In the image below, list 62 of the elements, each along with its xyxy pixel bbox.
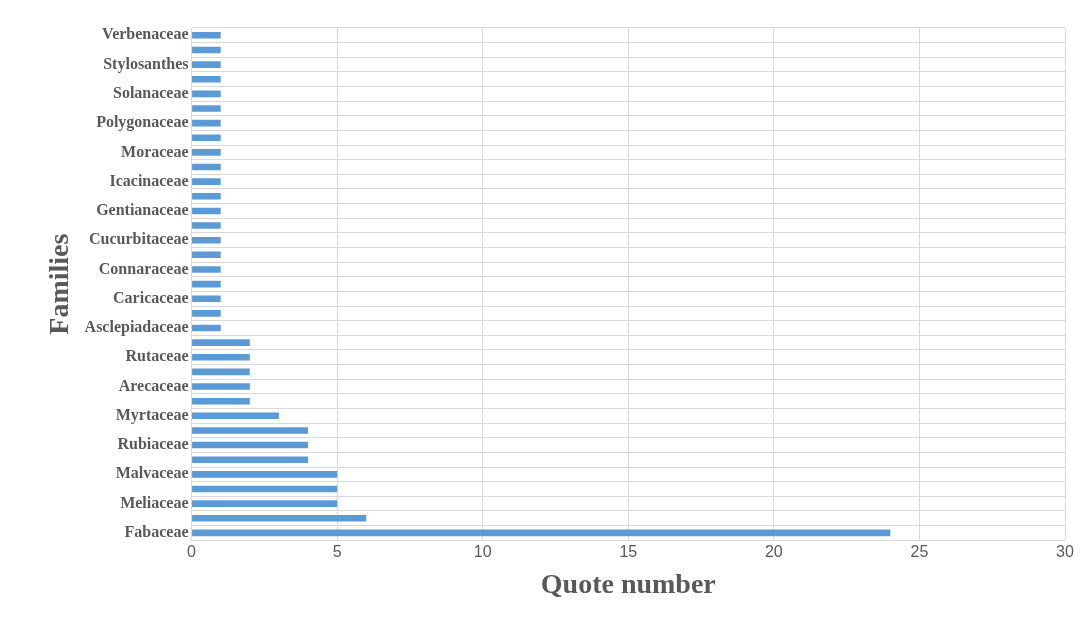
y-tick-label: Connaraceae [98, 259, 189, 277]
bar [192, 324, 221, 332]
bar [192, 529, 891, 537]
bar [192, 368, 250, 376]
bar [192, 46, 221, 54]
y-tick-label: Meliaceae [120, 493, 189, 511]
bar [192, 178, 221, 185]
bar [192, 500, 338, 507]
bar [192, 471, 338, 478]
y-tick-label: Verbenaceae [102, 25, 189, 43]
bar [192, 339, 250, 346]
bar [192, 119, 221, 127]
bar [192, 32, 221, 39]
bar [192, 280, 221, 288]
bar [192, 353, 250, 361]
bar [192, 397, 250, 405]
x-tick-label: 25 [910, 543, 929, 561]
bar [192, 427, 309, 434]
y-tick-label: Stylosanthes [103, 54, 189, 73]
y-axis-title: Families [43, 233, 75, 335]
y-tick-label: Icacinaceae [109, 171, 189, 189]
bar [192, 266, 221, 273]
x-tick-label: 10 [473, 543, 492, 561]
bar [192, 310, 221, 317]
bar [192, 383, 250, 390]
bar [192, 441, 309, 449]
bar [192, 163, 221, 171]
y-tick-label: Rutaceae [125, 347, 189, 365]
x-tick-label: 15 [619, 543, 638, 561]
bar [192, 193, 221, 200]
bar [192, 61, 221, 68]
bar [192, 412, 279, 420]
bar [192, 485, 338, 493]
y-tick-label: Myrtaceae [115, 405, 189, 424]
bar [192, 222, 221, 229]
y-tick-label: Moraceae [121, 142, 189, 160]
bar [192, 514, 367, 522]
y-tick-label: Arecaceae [118, 376, 189, 394]
x-tick-label: 20 [764, 543, 783, 561]
x-axis-title: Quote number [540, 568, 716, 600]
y-tick-label: Caricaceae [113, 288, 189, 306]
y-tick-label: Polygonaceae [96, 113, 189, 132]
y-tick-label: Malvaceae [115, 464, 189, 482]
y-tick-label: Fabaceae [124, 523, 189, 541]
y-tick-label: Gentianaceae [96, 201, 189, 219]
x-tick-label: 30 [1056, 543, 1074, 561]
bar [192, 75, 221, 83]
y-tick-label: Rubiaceae [117, 435, 189, 453]
y-tick-label: Asclepiadaceae [84, 318, 189, 337]
x-tick-label: 5 [332, 543, 342, 561]
bar [192, 236, 221, 244]
y-tick-label: Cucurbitaceae [89, 230, 189, 248]
bar [192, 456, 309, 463]
bar [192, 295, 221, 303]
y-tick-label: Solanaceae [113, 83, 189, 101]
bar [192, 207, 221, 215]
bar [192, 105, 221, 112]
x-tick-label: 0 [187, 543, 197, 561]
bar [192, 251, 221, 259]
bar [192, 149, 221, 156]
bar [192, 134, 221, 142]
bar [192, 90, 221, 98]
